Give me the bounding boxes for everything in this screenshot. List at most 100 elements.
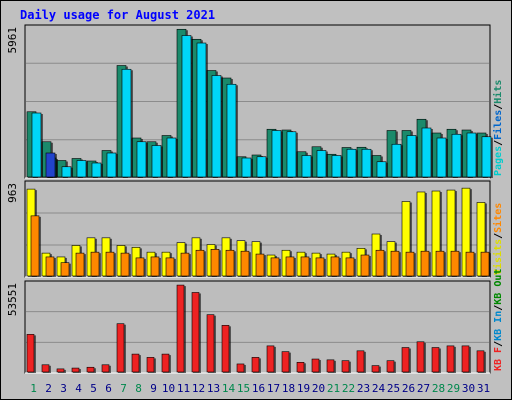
day-label: 18 xyxy=(282,382,295,395)
sites-bar xyxy=(90,251,100,277)
day-label: 26 xyxy=(402,382,415,395)
day-label: 20 xyxy=(312,382,325,395)
files-bar xyxy=(61,166,72,178)
day-label: 23 xyxy=(357,382,370,395)
kb-f-bar xyxy=(446,345,455,373)
day-label: 9 xyxy=(150,382,157,395)
pages-bar xyxy=(45,152,56,178)
kb-f-bar xyxy=(281,351,290,373)
kb-f-bar xyxy=(401,347,410,373)
kb-f-bar xyxy=(26,334,35,373)
chart-title: Daily usage for August 2021 xyxy=(20,8,216,22)
legend-entry: KB In xyxy=(493,311,504,341)
sites-bar xyxy=(75,252,85,277)
files-bar xyxy=(481,136,492,178)
sites-bar xyxy=(420,250,430,277)
day-label: 2 xyxy=(45,382,52,395)
kb-f-bar xyxy=(461,345,470,373)
files-bar xyxy=(391,143,402,178)
files-bar xyxy=(166,137,177,178)
kb-f-bar xyxy=(101,364,110,373)
kb-f-bar xyxy=(296,362,305,373)
sites-bar xyxy=(480,251,490,277)
files-bar xyxy=(106,152,117,178)
middle-max-label: 963 xyxy=(6,183,19,203)
kb-f-bar xyxy=(56,368,65,373)
legend-entry: KB F xyxy=(493,347,504,371)
sites-bar xyxy=(195,249,205,277)
files-bar xyxy=(121,68,132,178)
sites-bar xyxy=(330,256,340,277)
day-label: 1 xyxy=(30,382,37,395)
kb-f-bar xyxy=(251,357,260,373)
legend-entry: Visits xyxy=(492,239,504,275)
files-bar xyxy=(181,35,192,178)
sites-bar xyxy=(345,257,355,277)
legend-entry: Sites xyxy=(492,203,504,233)
kb-f-bar xyxy=(161,353,170,373)
kb-f-bar xyxy=(356,350,365,373)
kb-f-bar xyxy=(176,284,185,373)
files-bar xyxy=(286,131,297,178)
day-label: 6 xyxy=(105,382,112,395)
day-label: 11 xyxy=(177,382,190,395)
sites-bar xyxy=(150,256,160,277)
kb-f-bar xyxy=(116,323,125,373)
day-label: 14 xyxy=(222,382,236,395)
files-bar xyxy=(91,162,102,178)
files-bar xyxy=(76,160,87,178)
kb-f-bar xyxy=(371,365,380,373)
day-label: 3 xyxy=(60,382,67,395)
bottom-legend: KB F/KB In/KB Out xyxy=(493,269,504,371)
day-label: 21 xyxy=(327,382,340,395)
files-bar xyxy=(271,130,282,178)
files-bar xyxy=(346,148,357,178)
files-bar xyxy=(151,145,162,178)
kb-f-bar xyxy=(266,345,275,373)
bottom-max-label: 53551 xyxy=(6,283,19,316)
files-bar xyxy=(211,75,222,178)
sites-bar xyxy=(135,257,145,277)
files-bar xyxy=(241,157,252,178)
files-bar xyxy=(196,42,207,178)
middle-legend: Visits/Sites xyxy=(492,203,504,275)
day-label: 12 xyxy=(192,382,205,395)
day-label: 29 xyxy=(447,382,460,395)
day-label: 17 xyxy=(267,382,280,395)
files-bar xyxy=(226,83,237,178)
day-label: 24 xyxy=(372,382,386,395)
day-label: 5 xyxy=(90,382,97,395)
sites-bar xyxy=(405,251,415,277)
sites-bar xyxy=(120,252,130,277)
sites-bar xyxy=(225,249,235,277)
day-label: 16 xyxy=(252,382,265,395)
sites-bar xyxy=(285,256,295,277)
kb-f-bar xyxy=(146,357,155,373)
legend-entry: / xyxy=(493,305,504,311)
files-bar xyxy=(31,112,42,178)
sites-bar xyxy=(240,250,250,277)
top-max-label: 5961 xyxy=(6,27,19,54)
files-bar xyxy=(301,155,312,178)
sites-bar xyxy=(30,215,40,277)
legend-entry: Pages xyxy=(493,146,504,176)
day-label: 19 xyxy=(297,382,310,395)
day-label: 13 xyxy=(207,382,220,395)
day-label: 15 xyxy=(237,382,250,395)
files-bar xyxy=(406,135,417,178)
day-label: 8 xyxy=(135,382,142,395)
legend-entry: Files xyxy=(492,110,504,140)
sites-bar xyxy=(105,251,115,277)
kb-f-bar xyxy=(416,341,425,373)
kb-f-bar xyxy=(341,360,350,373)
day-label: 22 xyxy=(342,382,355,395)
sites-bar xyxy=(255,253,265,277)
sites-bar xyxy=(315,257,325,277)
day-label: 25 xyxy=(387,382,400,395)
middle-panel: 963 Visits/Sites xyxy=(6,180,504,278)
day-label: 31 xyxy=(477,382,490,395)
sites-bar xyxy=(165,257,175,277)
day-label: 28 xyxy=(432,382,445,395)
kb-f-bar xyxy=(191,292,200,373)
